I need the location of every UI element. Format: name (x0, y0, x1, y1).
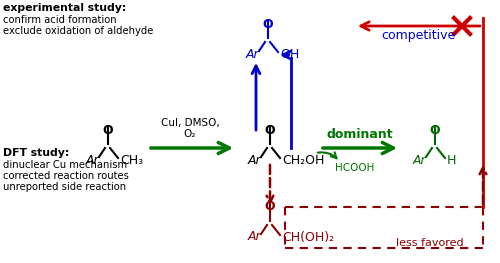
Text: less favored: less favored (396, 238, 464, 248)
Text: CH₂OH: CH₂OH (282, 154, 325, 166)
Text: O₂: O₂ (184, 129, 196, 139)
Text: O: O (264, 200, 276, 214)
Text: exclude oxidation of aldehyde: exclude oxidation of aldehyde (3, 26, 154, 36)
Text: CH(OH)₂: CH(OH)₂ (282, 230, 334, 244)
Text: O: O (262, 18, 274, 31)
Text: competitive: competitive (381, 28, 455, 42)
Text: O: O (430, 124, 440, 136)
Text: dinuclear Cu mechanism: dinuclear Cu mechanism (3, 160, 127, 170)
Text: HCOOH: HCOOH (336, 163, 374, 173)
Text: Ar: Ar (412, 154, 426, 166)
Text: corrected reaction routes: corrected reaction routes (3, 171, 129, 181)
Text: confirm acid formation: confirm acid formation (3, 15, 116, 25)
Text: Ar: Ar (85, 154, 99, 166)
Text: Ar: Ar (245, 48, 259, 60)
Text: Ar: Ar (247, 154, 261, 166)
Text: DFT study:: DFT study: (3, 148, 70, 158)
Text: OH: OH (280, 48, 299, 60)
Text: O: O (264, 124, 276, 136)
Text: CH₃: CH₃ (120, 154, 143, 166)
Text: Ar: Ar (247, 230, 261, 244)
Text: H: H (447, 154, 456, 166)
Text: experimental study:: experimental study: (3, 3, 126, 13)
Text: dominant: dominant (326, 128, 394, 140)
Text: CuI, DMSO,: CuI, DMSO, (160, 118, 220, 128)
Text: unreported side reaction: unreported side reaction (3, 182, 126, 192)
Text: O: O (102, 124, 114, 136)
